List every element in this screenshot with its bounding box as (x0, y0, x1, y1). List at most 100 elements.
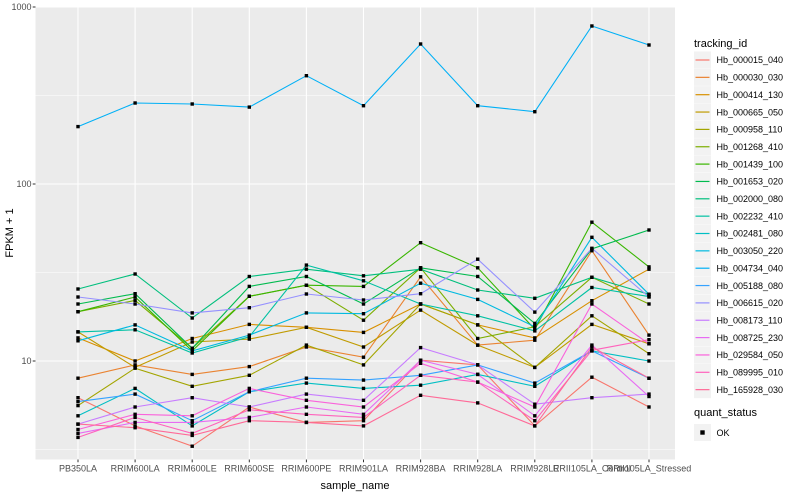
data-point (590, 396, 594, 400)
data-point (476, 257, 480, 261)
data-point (533, 110, 537, 114)
data-point (190, 431, 194, 436)
legend-label: Hb_005188_080 (717, 281, 784, 291)
data-point (476, 288, 480, 292)
legend-label: Hb_002000_080 (717, 194, 784, 204)
data-point (133, 386, 137, 391)
data-point (304, 274, 309, 279)
data-point (647, 342, 651, 346)
data-point (476, 104, 480, 108)
data-point (247, 364, 251, 369)
data-point (647, 405, 651, 409)
data-point (133, 298, 137, 303)
x-tick-label: RRIM928BA (396, 464, 446, 474)
data-point (76, 376, 80, 380)
data-point (533, 310, 537, 314)
data-point (476, 297, 480, 302)
data-point (361, 386, 366, 391)
data-point (647, 43, 651, 47)
data-point (647, 292, 651, 296)
data-point (590, 345, 594, 349)
x-tick-label: RRII105LA_Control (553, 464, 631, 474)
x-tick-label: RRIM600PE (281, 464, 331, 474)
data-point (361, 104, 366, 108)
data-point (476, 372, 480, 377)
data-point (133, 272, 137, 276)
data-point (418, 292, 423, 296)
data-point (304, 345, 309, 349)
data-point (647, 338, 651, 342)
data-point (647, 302, 651, 306)
x-tick-label: RRIM928LA (453, 464, 502, 474)
data-point (418, 267, 423, 271)
data-point (361, 355, 366, 359)
legend-label: Hb_008173_110 (717, 315, 783, 325)
data-point (361, 378, 366, 382)
data-point (304, 343, 309, 347)
data-point (590, 302, 594, 306)
data-point (590, 285, 594, 290)
data-point (76, 431, 80, 436)
legend-label: Hb_000015_040 (717, 55, 784, 65)
data-point (190, 336, 194, 341)
data-point (476, 314, 480, 318)
data-point (647, 228, 651, 232)
data-point (590, 314, 594, 318)
x-tick-label: PB350LA (59, 464, 97, 474)
data-point (76, 295, 80, 299)
data-point (647, 352, 651, 356)
data-point (190, 349, 194, 353)
data-point (418, 393, 423, 397)
data-point (533, 336, 537, 340)
legend-label: Hb_000030_030 (717, 73, 784, 83)
data-point (247, 373, 251, 377)
data-point (647, 394, 651, 399)
data-point (476, 401, 480, 405)
data-point (361, 330, 366, 335)
legend-entry-Hb_008725_230: Hb_008725_230 (694, 329, 783, 347)
data-point (418, 302, 423, 306)
data-point (76, 339, 80, 343)
data-point (533, 402, 537, 406)
data-point (133, 405, 137, 409)
legend-entry-Hb_000414_130: Hb_000414_130 (694, 86, 784, 104)
data-point (533, 338, 537, 342)
x-tick-label: RRII105LA_Stressed (607, 464, 692, 474)
legend-label: Hb_029584_050 (717, 350, 784, 360)
data-point (247, 415, 251, 420)
data-point (418, 241, 423, 245)
data-point (590, 249, 594, 253)
data-point (590, 375, 594, 379)
legend-label: Hb_006615_020 (717, 298, 784, 308)
data-point (590, 246, 594, 250)
data-point (247, 306, 251, 310)
data-point (304, 325, 309, 329)
legend-entry-Hb_000030_030: Hb_000030_030 (694, 68, 784, 86)
data-point (247, 408, 251, 412)
data-point (533, 296, 537, 300)
data-point (133, 101, 137, 105)
x-tick-label: RRIM928LE (510, 464, 559, 474)
legend-label: Hb_000414_130 (717, 90, 784, 100)
legend-title-tracking-id: tracking_id (694, 38, 747, 50)
data-point (533, 365, 537, 370)
legend-label: Hb_001439_100 (717, 159, 784, 169)
data-point (361, 412, 366, 416)
minor-gridlines (35, 95, 675, 450)
data-point (361, 302, 366, 306)
data-point (304, 398, 309, 402)
data-point (590, 343, 594, 347)
data-point (133, 366, 137, 370)
data-point (190, 316, 194, 320)
legend-label-ok: OK (717, 428, 730, 438)
data-point (533, 384, 537, 388)
axis-tick-labels: 10 100 1000 PB350LA RRIM600LA RRIM600LE RRIM60… (11, 2, 691, 474)
data-point (190, 420, 194, 425)
data-point (418, 373, 423, 377)
data-point (647, 359, 651, 363)
data-point (247, 386, 251, 391)
axis-tick-marks (32, 6, 650, 463)
data-point (590, 275, 594, 279)
data-point (418, 308, 423, 312)
